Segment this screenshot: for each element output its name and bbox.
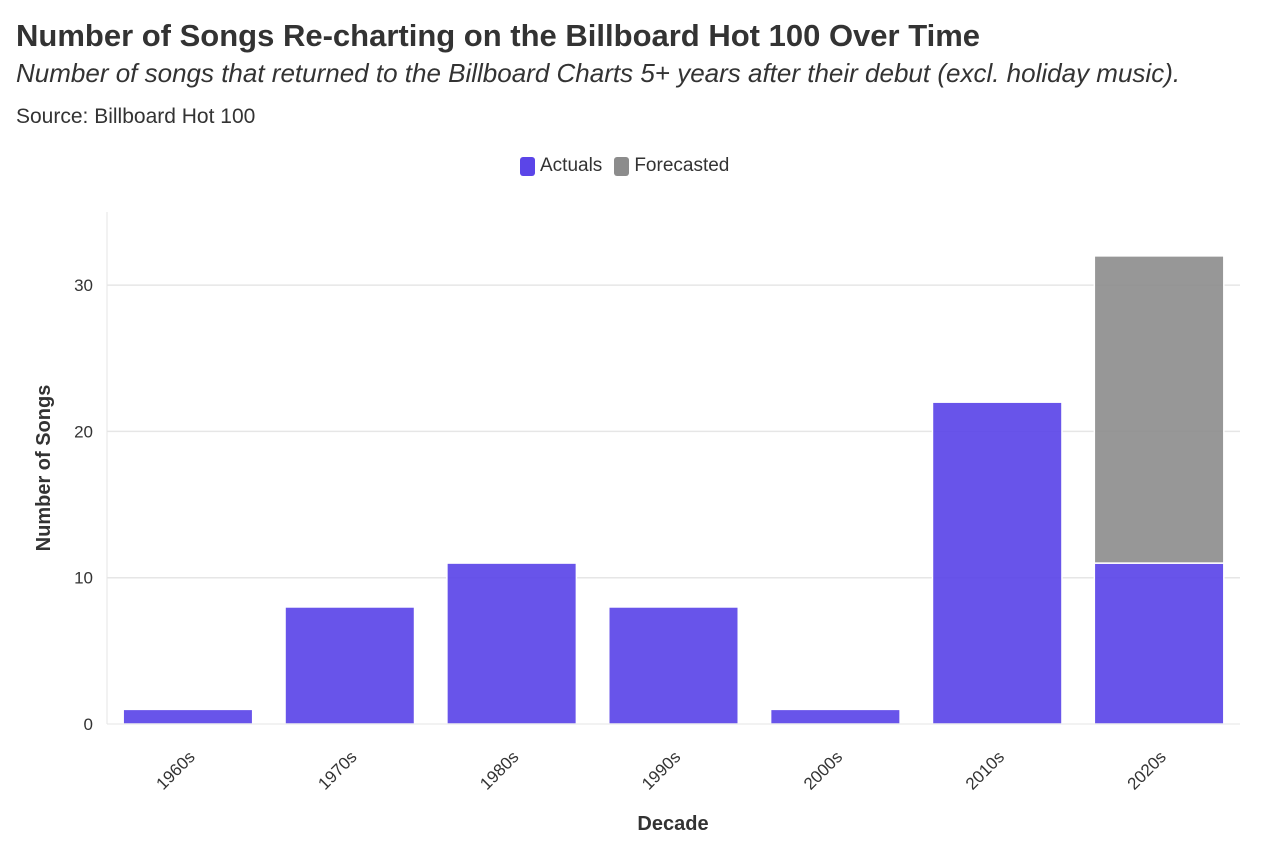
chart-subtitle: Number of songs that returned to the Bil…: [16, 58, 1181, 88]
bar-actuals-1960s[interactable]: [122, 708, 254, 725]
legend: Actuals Forecasted: [520, 155, 741, 177]
bar-actuals-1970s[interactable]: [284, 606, 416, 725]
y-tick-label: 0: [84, 715, 93, 734]
bars: [122, 255, 1225, 725]
legend-swatch-forecasted: [614, 156, 630, 176]
x-tick-label: 2020s: [1124, 747, 1170, 793]
legend-item-forecasted[interactable]: Forecasted: [614, 155, 729, 177]
legend-label-forecasted: Forecasted: [634, 155, 730, 176]
bar-actuals-1980s[interactable]: [446, 562, 578, 725]
chart-title: Number of Songs Re-charting on the Billb…: [16, 18, 981, 53]
x-tick-label: 2000s: [800, 747, 846, 793]
legend-label-actuals: Actuals: [540, 155, 603, 176]
y-axis-ticks: 0 10 20 30: [74, 276, 93, 734]
bar-actuals-2010s[interactable]: [931, 401, 1063, 725]
x-tick-label: 1970s: [314, 747, 360, 793]
y-axis-title: Number of Songs: [33, 385, 55, 552]
x-tick-label: 2010s: [962, 747, 1008, 793]
legend-swatch-actuals: [520, 156, 535, 176]
bar-forecasted-2020s[interactable]: [1093, 255, 1225, 564]
y-tick-label: 20: [74, 422, 93, 441]
y-tick-label: 10: [74, 569, 93, 588]
x-axis-ticks: 1960s 1970s 1980s 1990s 2000s 2010s 2020s: [153, 747, 1170, 793]
x-tick-label: 1980s: [476, 747, 522, 793]
bar-actuals-1990s[interactable]: [608, 606, 739, 725]
bar-actuals-2020s[interactable]: [1093, 562, 1225, 725]
bar-actuals-2000s[interactable]: [769, 708, 901, 725]
gridlines: [107, 284, 1240, 579]
y-tick-label: 30: [74, 276, 93, 295]
x-tick-label: 1990s: [638, 747, 684, 793]
legend-item-actuals[interactable]: Actuals: [520, 155, 602, 177]
chart-source: Source: Billboard Hot 100: [16, 105, 256, 128]
x-tick-label: 1960s: [153, 747, 199, 793]
x-axis-title: Decade: [637, 813, 708, 835]
